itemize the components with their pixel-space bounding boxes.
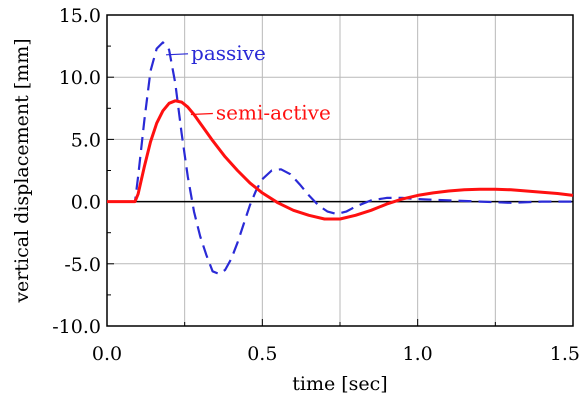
grid: [106, 14, 574, 327]
x-tick-label: 1.5: [550, 343, 580, 365]
annotation-leader: [165, 53, 189, 56]
y-tick-label: -5.0: [64, 254, 101, 276]
y-tick-label: 0.0: [71, 192, 101, 214]
series-layer: [107, 41, 574, 275]
y-axis-title: vertical displacement [mm]: [11, 38, 33, 303]
x-tick-label: 1.0: [403, 343, 433, 365]
y-tick-label: -10.0: [52, 316, 101, 338]
series-line-semi-active: [107, 99, 574, 221]
y-tick-label: 10.0: [59, 67, 101, 89]
y-tick-label: 15.0: [59, 5, 101, 27]
annotation-leader: [190, 112, 213, 116]
x-axis-title: time [sec]: [292, 373, 387, 395]
x-tick-label: 0.0: [92, 343, 122, 365]
series-label-passive: passive: [191, 41, 266, 65]
x-tick-label: 0.5: [247, 343, 277, 365]
series-line-passive: [107, 41, 573, 275]
series-label-semi-active: semi-active: [216, 101, 331, 125]
y-axis: -10.0 -5.0 0.0 5.0 10.0 15.0: [52, 5, 114, 338]
x-axis: 0.0 0.5 1.0 1.5: [92, 319, 580, 365]
y-tick-label: 5.0: [71, 129, 101, 151]
annotation-layer: passive semi-active: [165, 41, 331, 125]
